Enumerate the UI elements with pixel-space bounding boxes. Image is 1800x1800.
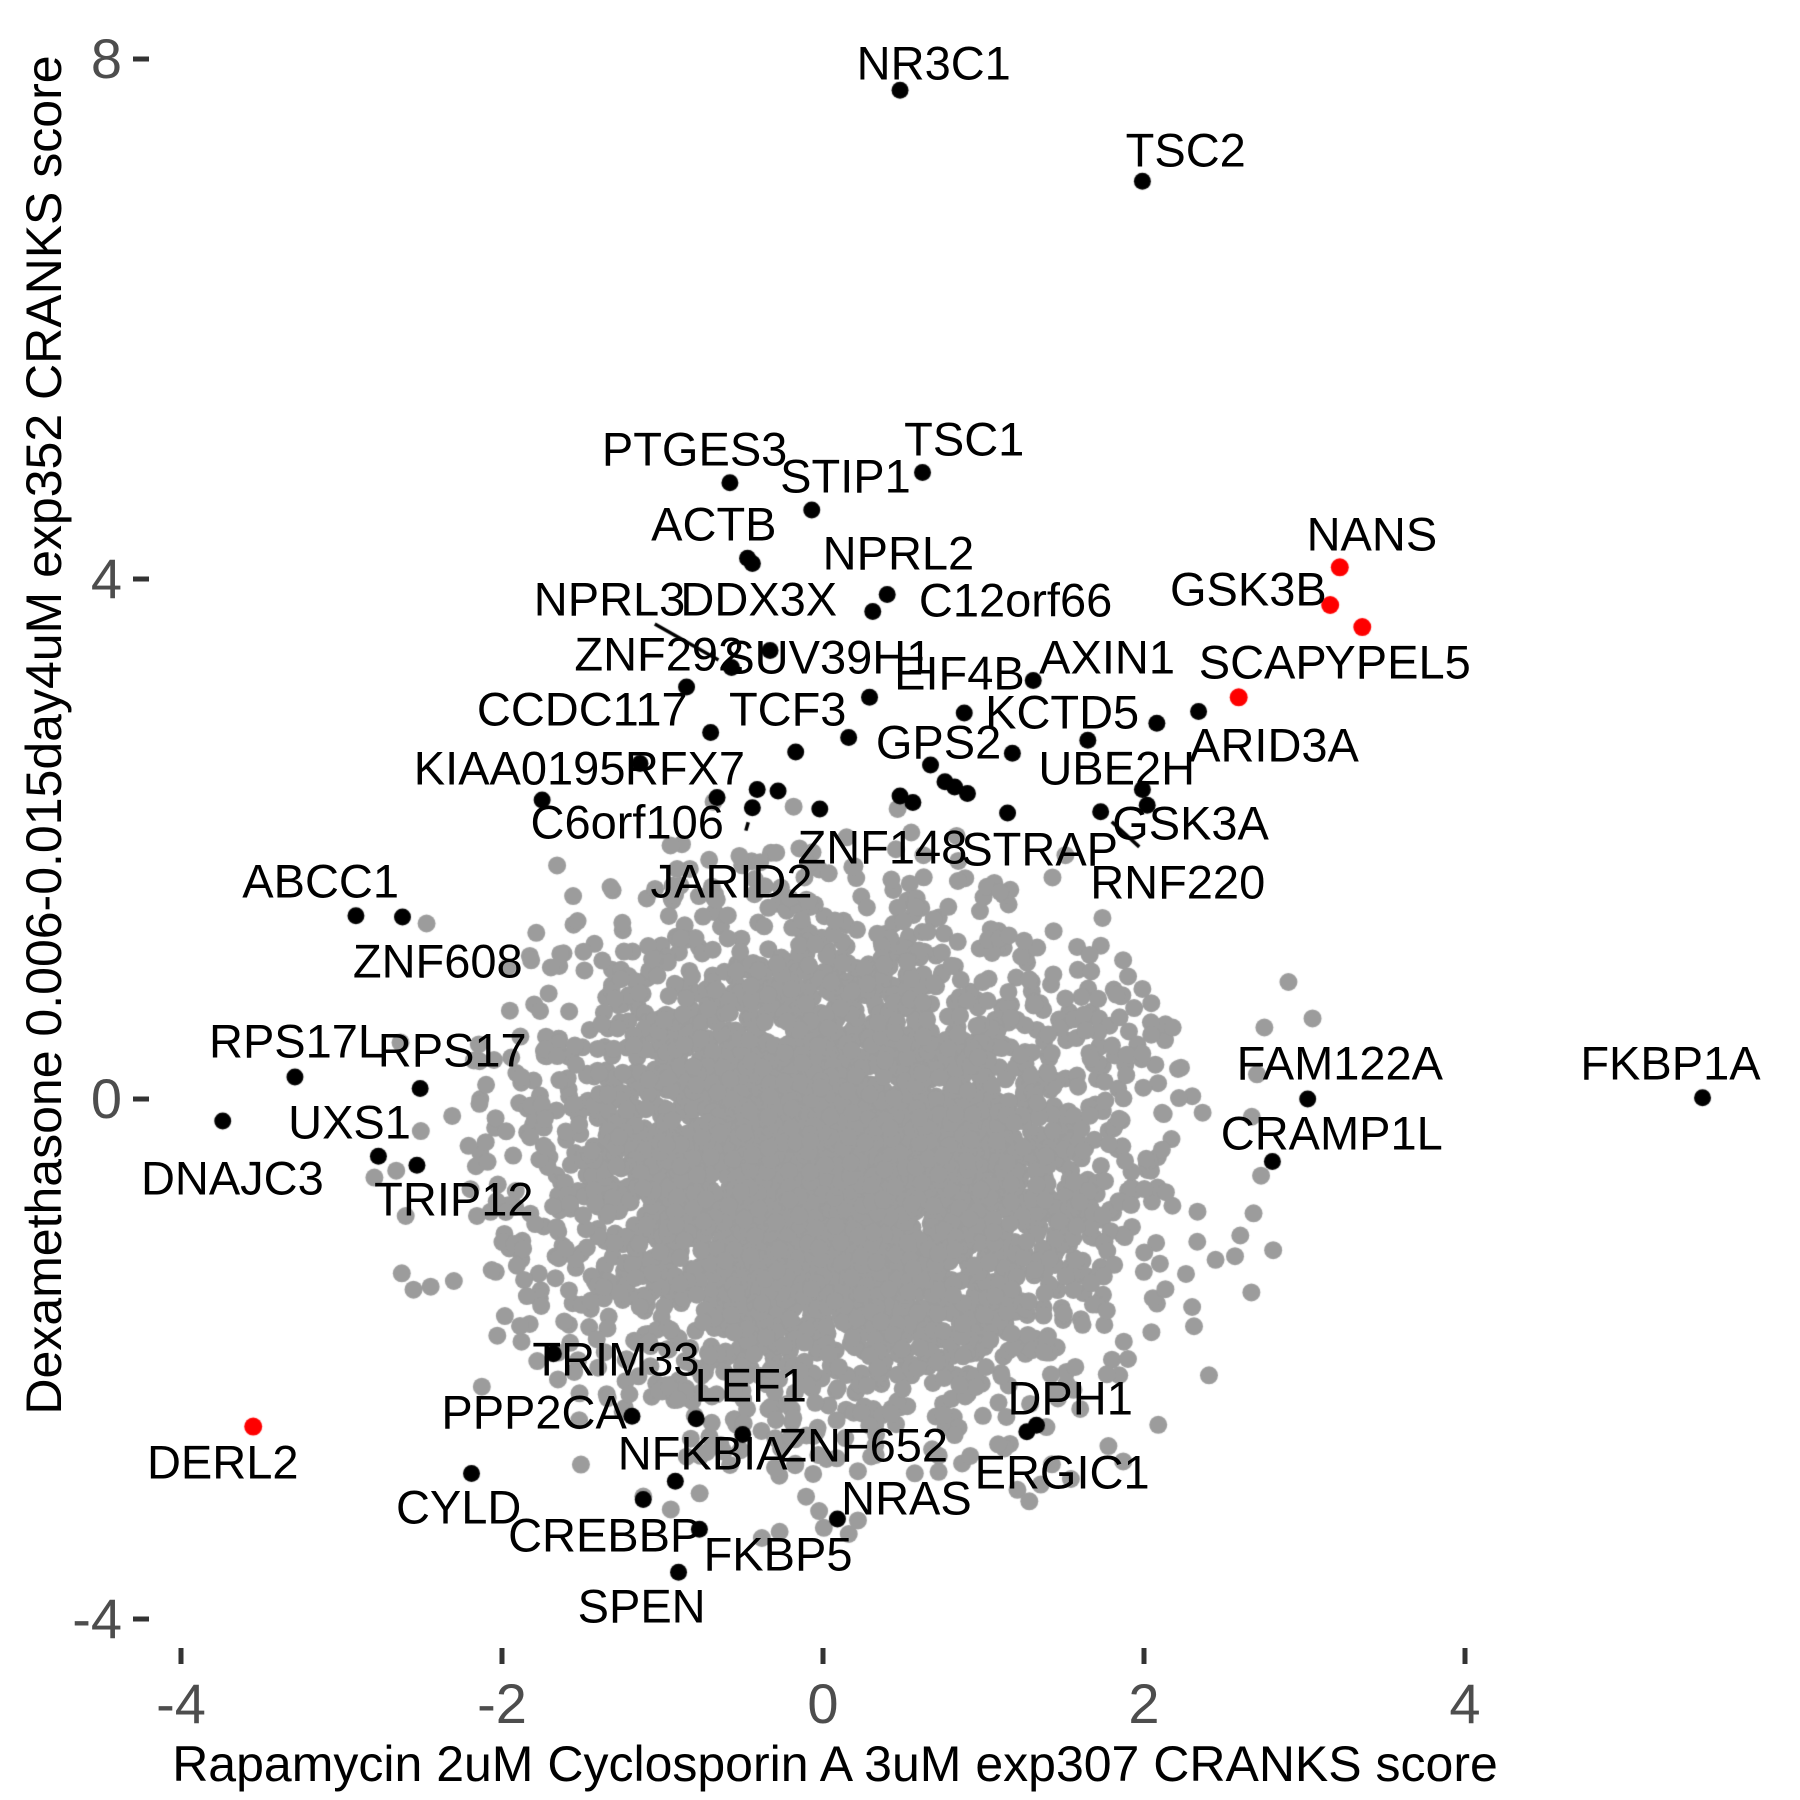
gene-label-dnajc3: DNAJC3 <box>140 1151 324 1205</box>
x-axis-title: Rapamycin 2uM Cyclosporin A 3uM exp307 C… <box>172 1736 1498 1792</box>
x-axis-tick-mark <box>1462 1648 1468 1664</box>
gene-label-c12orf66: C12orf66 <box>918 573 1113 627</box>
x-axis-tick-mark <box>820 1648 826 1664</box>
gene-label-nprl2: NPRL2 <box>822 526 975 580</box>
gene-label-spen: SPEN <box>577 1579 706 1633</box>
gene-label-actb: ACTB <box>651 497 777 551</box>
y-axis-tick-label: 4 <box>90 547 122 610</box>
y-axis-tick-mark <box>133 56 149 62</box>
gene-label-tcf3: TCF3 <box>728 682 847 736</box>
gene-label-nras: NRAS <box>841 1471 972 1525</box>
gene-label-uxs1: UXS1 <box>288 1095 411 1149</box>
gene-label-arid3a: ARID3A <box>1189 718 1359 772</box>
x-axis-tick-mark <box>1141 1648 1147 1664</box>
gene-label-crebbp: CREBBP <box>508 1508 702 1561</box>
gene-label-ube2h: UBE2H <box>1038 741 1196 794</box>
gene-label-nfkbia: NFKBIA <box>617 1426 788 1480</box>
gene-label-trim33: TRIM33 <box>532 1332 700 1386</box>
y-axis-tick-label: 0 <box>90 1067 122 1130</box>
gene-label-ddx3x: DDX3X <box>680 572 838 625</box>
gene-label-rnf220: RNF220 <box>1090 855 1266 909</box>
gene-label-strap: STRAP <box>961 822 1119 876</box>
gene-label-ccdc117: CCDC117 <box>476 682 688 736</box>
gene-label-abcc1: ABCC1 <box>242 854 399 908</box>
gene-label-nprl3: NPRL3 <box>533 572 686 625</box>
y-axis-tick-mark <box>133 1096 149 1102</box>
gene-label-tsc1: TSC1 <box>904 412 1025 466</box>
gene-label-fkbp5: FKBP5 <box>703 1527 853 1581</box>
y-axis-tick-mark <box>133 576 149 582</box>
x-axis-tick-mark <box>499 1648 505 1664</box>
x-axis-tick-label: 0 <box>807 1672 839 1735</box>
gene-label-ppp2ca: PPP2CA <box>441 1385 627 1439</box>
gene-label-trip12: TRIP12 <box>374 1172 534 1226</box>
x-axis-tick-mark <box>178 1648 184 1664</box>
y-axis-tick-label: -4 <box>72 1587 122 1650</box>
gene-label-lef1: LEF1 <box>694 1358 807 1412</box>
y-axis-title: Dexamethasone 0.006-0.015day4uM exp352 C… <box>16 55 72 1415</box>
gene-label-c6orf106: C6orf106 <box>530 795 724 849</box>
y-axis-tick-label: 8 <box>90 27 122 90</box>
gene-label-rps17l: RPS17L <box>209 1014 385 1067</box>
gene-label-gsk3b: GSK3B <box>1169 562 1327 616</box>
gene-label-fkbp1a: FKBP1A <box>1580 1036 1761 1090</box>
gene-label-gps2: GPS2 <box>875 715 1002 768</box>
gene-label-tsc2: TSC2 <box>1125 123 1246 177</box>
gene-label-znf652: ZNF652 <box>778 1418 949 1472</box>
x-axis-tick-label: 2 <box>1128 1672 1160 1735</box>
gene-label-derl2: DERL2 <box>146 1435 299 1489</box>
gene-label-dph1: DPH1 <box>1007 1371 1133 1425</box>
gene-label-kiaa0195: KIAA0195 <box>413 741 626 794</box>
gene-label-suv39h1: SUV39H1 <box>723 630 933 684</box>
gene-label-axin1: AXIN1 <box>1039 630 1175 684</box>
gene-label-cyld: CYLD <box>395 1480 522 1534</box>
gene-label-scap: SCAP <box>1198 635 1327 689</box>
gene-label-znf608: ZNF608 <box>352 934 523 988</box>
gene-label-kctd5: KCTD5 <box>985 685 1140 739</box>
x-axis-tick-label: -2 <box>477 1672 527 1735</box>
gene-label-znf292: ZNF292 <box>574 627 745 681</box>
gene-label-stip1: STIP1 <box>780 449 911 503</box>
x-axis-tick-label: -4 <box>156 1672 206 1735</box>
gene-label-jarid2: JARID2 <box>650 854 813 908</box>
gene-label-nr3c1: NR3C1 <box>856 36 1011 90</box>
gene-label-nans: NANS <box>1306 507 1438 560</box>
gene-label-rps17: RPS17 <box>377 1023 527 1077</box>
gene-label-gsk3a: GSK3A <box>1112 796 1269 850</box>
gene-label-eif4b: EIF4B <box>894 646 1025 700</box>
gene-label-cramp1l: CRAMP1L <box>1220 1106 1443 1160</box>
gene-label-fam122a: FAM122A <box>1236 1036 1443 1090</box>
gene-label-znf148: ZNF148 <box>797 820 968 874</box>
gene-label-ptges3: PTGES3 <box>601 422 788 476</box>
gene-label-ypel5: YPEL5 <box>1324 635 1471 689</box>
gene-label-rfx7: RFX7 <box>624 741 746 794</box>
x-axis-tick-label: 4 <box>1449 1672 1481 1735</box>
gene-label-ergic1: ERGIC1 <box>974 1445 1150 1499</box>
y-axis-tick-mark <box>133 1616 149 1622</box>
